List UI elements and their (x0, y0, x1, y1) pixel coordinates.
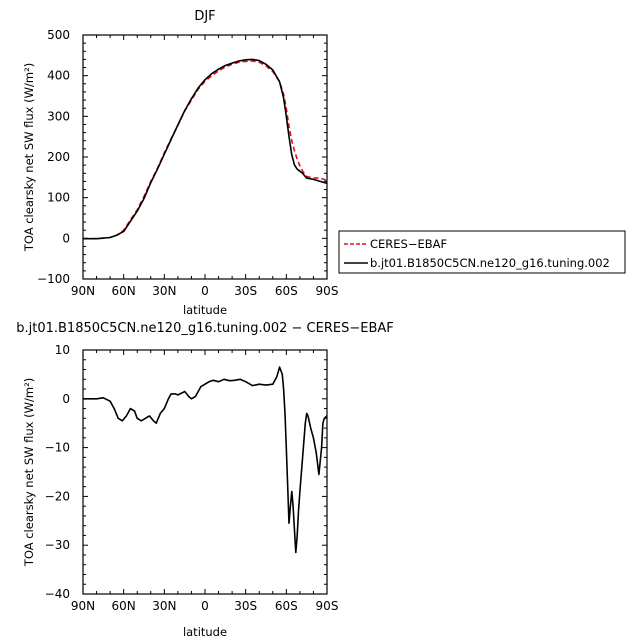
bottom-x-axis-label: latitude (183, 625, 227, 639)
bottom-y-tick-label: 0 (62, 392, 70, 406)
top-series-layer (83, 58, 328, 240)
bottom-x-tick-label: 60N (112, 599, 136, 613)
legend: CERES−EBAF b.jt01.B1850C5CN.ne120_g16.tu… (338, 230, 626, 274)
bottom-x-tick-label: 30S (234, 599, 257, 613)
top-x-tick-label: 30N (152, 284, 176, 298)
bottom-x-tick-label: 90N (71, 599, 95, 613)
bottom-y-tick-label: −40 (45, 587, 70, 601)
top-x-axis-label: latitude (183, 303, 227, 317)
bottom-panel-title: b.jt01.B1850C5CN.ne120_g16.tuning.002 − … (16, 321, 394, 336)
bottom-x-tick-label: 60S (275, 599, 298, 613)
bottom-panel: b.jt01.B1850C5CN.ne120_g16.tuning.002 − … (16, 321, 394, 639)
legend-label-ceres: CERES−EBAF (370, 237, 447, 251)
legend-box (338, 230, 626, 274)
top-panel: DJF 90N 60N 30N 0 30S 60S 90S −100 0 100 200 300 400… (22, 9, 338, 317)
top-y-tick-label: 300 (47, 109, 70, 123)
top-x-tick-label: 60N (112, 284, 136, 298)
top-y-tick-label: 0 (62, 231, 70, 245)
top-y-tick-label: 200 (47, 150, 70, 164)
bottom-y-tick-label: −20 (45, 489, 70, 503)
top-y-axis-label: TOA clearsky net SW flux (W/m²) (22, 63, 36, 252)
bottom-y-tick-label: −10 (45, 441, 70, 455)
bottom-ticks: 90N 60N 30N 0 30S 60S 90S −40 −30 −20 −10 0 10 (45, 343, 339, 613)
bottom-y-tick-label: 10 (55, 343, 70, 357)
top-y-tick-label: 400 (47, 69, 70, 83)
top-series-line-1 (83, 58, 328, 240)
top-x-tick-label: 30S (234, 284, 257, 298)
bottom-x-tick-label: 30N (152, 599, 176, 613)
bottom-series-line-0 (83, 366, 328, 554)
top-ticks: 90N 60N 30N 0 30S 60S 90S −100 0 100 200 300 400 500 (37, 28, 338, 298)
top-y-tick-label: 100 (47, 191, 70, 205)
bottom-series-layer (83, 366, 328, 554)
top-y-tick-label: −100 (37, 272, 70, 286)
legend-label-model: b.jt01.B1850C5CN.ne120_g16.tuning.002 (370, 256, 610, 270)
top-x-tick-label: 90N (71, 284, 95, 298)
top-panel-title: DJF (194, 9, 215, 24)
bottom-y-tick-label: −30 (45, 538, 70, 552)
top-x-tick-label: 60S (275, 284, 298, 298)
top-x-tick-label: 0 (201, 284, 209, 298)
top-x-tick-label: 90S (316, 284, 339, 298)
bottom-x-tick-label: 0 (201, 599, 209, 613)
top-y-tick-label: 500 (47, 28, 70, 42)
top-plot-frame (82, 34, 328, 280)
bottom-plot-frame (82, 349, 328, 595)
bottom-x-tick-label: 90S (316, 599, 339, 613)
bottom-y-axis-label: TOA clearsky net SW flux (W/m²) (22, 378, 36, 567)
